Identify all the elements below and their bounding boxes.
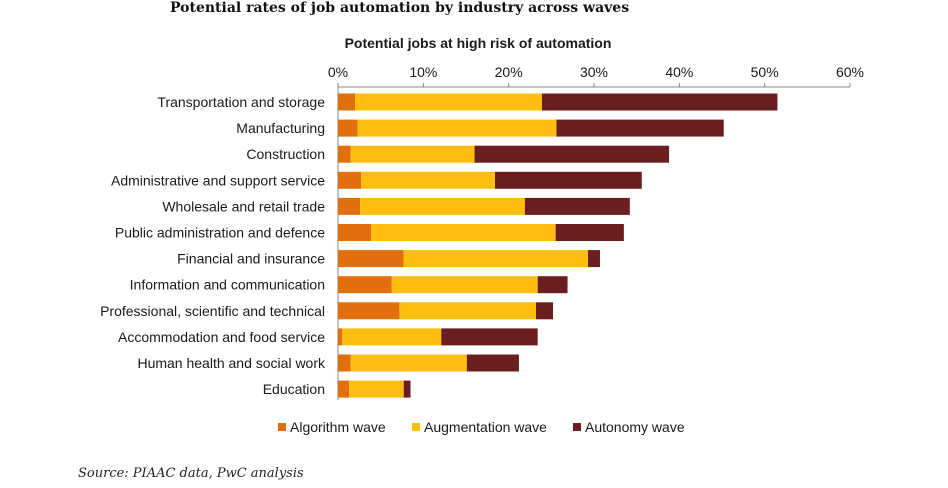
x-tick-label: 40% <box>665 64 693 80</box>
x-tick-label: 10% <box>409 64 437 80</box>
bar-segment-autonomy <box>588 250 600 268</box>
category-label: Education <box>263 381 325 397</box>
legend-swatch <box>278 423 286 431</box>
legend-swatch <box>573 423 581 431</box>
category-label: Manufacturing <box>236 120 325 136</box>
bar-segment-algorithm <box>338 93 356 111</box>
legend: Algorithm wave Augmentation wave Autonomy … <box>278 419 685 435</box>
source-note: Source: PIAAC data, PwC analysis <box>78 466 304 481</box>
bar-segment-algorithm <box>338 171 362 189</box>
x-tick-label: 20% <box>495 64 523 80</box>
category-label: Wholesale and retail trade <box>162 198 325 214</box>
bar-segment-augmentation <box>342 328 442 346</box>
bar-segment-autonomy <box>474 145 670 163</box>
bars <box>338 93 778 398</box>
bar-segment-autonomy <box>466 354 519 372</box>
bar-segment-algorithm <box>338 197 361 215</box>
category-label: Accommodation and food service <box>118 329 325 345</box>
category-label: Professional, scientific and technical <box>100 303 325 319</box>
category-label: Transportation and storage <box>157 94 325 110</box>
bar-segment-autonomy <box>495 171 642 189</box>
bar-segment-algorithm <box>338 328 343 346</box>
category-label: Information and communication <box>130 277 325 293</box>
category-label: Financial and insurance <box>177 251 325 267</box>
bar-segment-augmentation <box>399 302 536 320</box>
x-tick-label: 30% <box>580 64 608 80</box>
figure-title: Potential rates of job automation by ind… <box>170 0 630 16</box>
bar-segment-algorithm <box>338 250 404 268</box>
x-tick-label: 60% <box>836 64 864 80</box>
bar-segment-augmentation <box>349 380 404 398</box>
bar-segment-autonomy <box>441 328 538 346</box>
bar-segment-autonomy <box>403 380 411 398</box>
bar-segment-augmentation <box>360 197 525 215</box>
bar-segment-autonomy <box>556 119 724 137</box>
bar-segment-augmentation <box>355 93 542 111</box>
bar-segment-algorithm <box>338 145 351 163</box>
bar-segment-augmentation <box>391 276 538 294</box>
bar-segment-autonomy <box>524 197 630 215</box>
bar-segment-autonomy <box>535 302 554 320</box>
bar-segment-augmentation <box>361 171 496 189</box>
legend-label: Augmentation wave <box>424 419 547 435</box>
bar-segment-autonomy <box>537 276 568 294</box>
bar-segment-autonomy <box>541 93 778 111</box>
category-label: Administrative and support service <box>111 172 325 188</box>
bar-segment-autonomy <box>555 224 624 241</box>
x-tick-label: 50% <box>751 64 779 80</box>
bar-segment-algorithm <box>338 380 350 398</box>
bar-segment-augmentation <box>350 354 467 372</box>
legend-swatch <box>412 423 420 431</box>
x-tick-label: 0% <box>328 64 348 80</box>
chart-title: Potential jobs at high risk of automatio… <box>345 35 612 51</box>
category-labels: Transportation and storage Manufacturing C… <box>100 94 326 397</box>
category-label: Public administration and defence <box>115 225 325 241</box>
bar-segment-augmentation <box>350 145 475 163</box>
bar-segment-algorithm <box>338 302 400 320</box>
bar-segment-algorithm <box>338 119 358 137</box>
bar-segment-algorithm <box>338 224 372 241</box>
bar-segment-algorithm <box>338 354 351 372</box>
bar-segment-augmentation <box>371 224 556 241</box>
bar-segment-augmentation <box>357 119 557 137</box>
bar-segment-algorithm <box>338 276 392 294</box>
legend-label: Autonomy wave <box>585 419 685 435</box>
category-label: Human health and social work <box>137 355 326 371</box>
category-label: Construction <box>246 146 325 162</box>
x-axis: 0% 10% 20% 30% 40% 50% 60% <box>328 64 864 401</box>
bar-segment-augmentation <box>403 250 589 268</box>
legend-label: Algorithm wave <box>290 419 386 435</box>
